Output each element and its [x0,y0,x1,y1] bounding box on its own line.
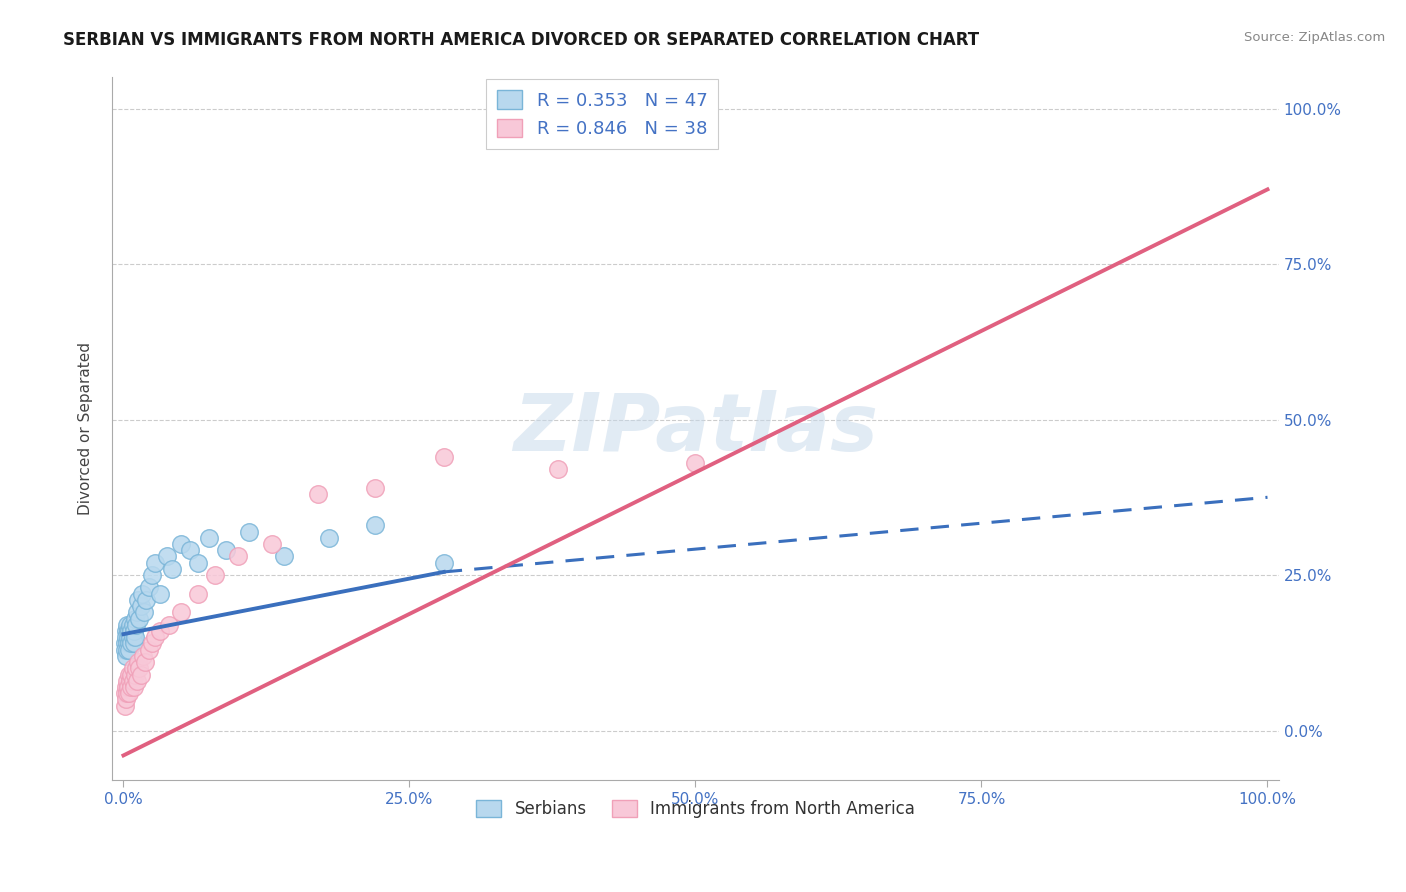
Point [134,655,156,669]
Point [121,624,143,638]
Point [187,556,209,570]
Point [364,518,387,533]
Point [124,611,146,625]
Point [149,587,172,601]
Point [179,543,201,558]
Point [138,642,160,657]
Point [121,667,143,681]
Point [114,692,136,706]
Point [115,617,138,632]
Point [273,549,295,564]
Point [121,636,143,650]
Point [122,624,145,638]
Text: SERBIAN VS IMMIGRANTS FROM NORTH AMERICA DIVORCED OR SEPARATED CORRELATION CHART: SERBIAN VS IMMIGRANTS FROM NORTH AMERICA… [63,31,980,49]
Point [117,680,139,694]
Point [122,636,145,650]
Point [198,531,221,545]
Point [125,617,148,632]
Point [262,537,284,551]
Point [129,599,152,614]
Point [121,617,143,632]
Point [238,524,260,539]
Point [141,568,163,582]
Point [204,568,226,582]
Point [114,642,136,657]
Point [169,606,191,620]
Point [115,686,138,700]
Point [131,587,153,601]
Point [121,680,143,694]
Point [169,537,191,551]
Text: ZIPatlas: ZIPatlas [513,390,877,468]
Point [117,624,139,638]
Point [160,562,183,576]
Y-axis label: Divorced or Separated: Divorced or Separated [79,343,93,516]
Point [124,630,146,644]
Point [121,630,143,644]
Point [685,456,707,470]
Point [128,611,150,625]
Point [127,606,149,620]
Point [547,462,569,476]
Point [127,593,149,607]
Point [156,549,179,564]
Point [115,673,138,688]
Point [120,673,142,688]
Point [114,636,136,650]
Point [118,667,141,681]
Point [187,587,209,601]
Point [145,556,167,570]
Point [157,617,180,632]
Point [115,636,138,650]
Point [121,673,143,688]
Point [121,661,143,675]
Point [226,549,249,564]
Point [118,642,141,657]
Point [132,606,155,620]
Point [125,661,148,675]
Point [117,630,139,644]
Point [433,450,456,464]
Point [124,667,146,681]
Point [215,543,238,558]
Point [141,636,163,650]
Point [118,636,141,650]
Point [114,648,136,663]
Point [138,581,160,595]
Point [318,531,340,545]
Point [122,680,145,694]
Point [135,593,157,607]
Point [114,624,136,638]
Point [127,655,149,669]
Point [129,667,152,681]
Point [118,686,141,700]
Point [145,630,167,644]
Point [114,680,136,694]
Point [120,617,142,632]
Point [118,624,141,638]
Point [149,624,172,638]
Point [114,630,136,644]
Point [433,556,456,570]
Point [120,630,142,644]
Point [128,661,150,675]
Point [127,673,149,688]
Point [364,481,387,495]
Point [114,686,136,700]
Text: Source: ZipAtlas.com: Source: ZipAtlas.com [1244,31,1385,45]
Point [307,487,329,501]
Point [114,698,136,713]
Point [132,648,155,663]
Legend: Serbians, Immigrants from North America: Serbians, Immigrants from North America [470,793,921,825]
Point [115,642,138,657]
